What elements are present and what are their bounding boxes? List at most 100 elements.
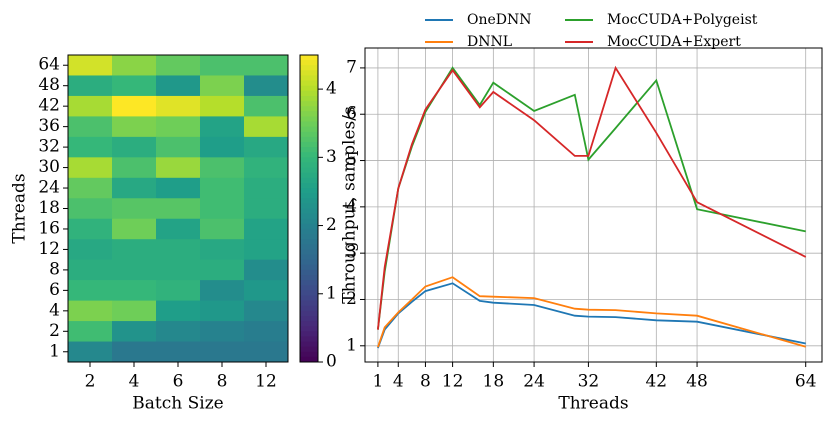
colorbar-strip <box>300 341 318 348</box>
colorbar-strip <box>300 223 318 230</box>
colorbar-strip <box>300 147 318 153</box>
heat-cell <box>200 75 245 97</box>
x-tick-label: 42 <box>645 372 667 392</box>
heat-cell <box>112 280 157 302</box>
line-series <box>377 282 806 349</box>
heat-cell <box>156 239 201 261</box>
heat-cell <box>68 55 113 76</box>
colorbar-strip <box>300 55 318 61</box>
heat-cell <box>112 75 157 97</box>
x-tick-label: 1 <box>372 372 383 392</box>
heat-cell <box>112 300 157 322</box>
y-axis-label: Threads <box>10 173 30 243</box>
colorbar-strip <box>300 85 318 92</box>
colorbar-strip <box>300 356 318 363</box>
colorbar-strip <box>300 336 318 343</box>
y-tick-label: 4 <box>346 196 357 216</box>
heat-cell <box>112 55 157 76</box>
y-tick-label: 8 <box>49 259 60 279</box>
heat-cell <box>244 198 289 220</box>
x-axis-label: Threads <box>558 394 628 414</box>
heat-cell <box>156 116 201 138</box>
x-tick-label: 18 <box>483 372 505 392</box>
heat-cell <box>68 116 113 138</box>
heat-cell <box>244 75 289 97</box>
colorbar-strip <box>300 228 318 235</box>
heat-cell <box>244 321 289 343</box>
legend-label: MocCUDA+Expert <box>607 34 741 50</box>
x-tick-label: 4 <box>129 372 140 392</box>
y-tick-label: 32 <box>38 137 60 157</box>
colorbar-strip <box>300 239 318 245</box>
heat-cell <box>200 239 245 261</box>
colorbar-strip <box>300 80 318 87</box>
heat-cell <box>200 157 245 179</box>
colorbar-tick-label: 4 <box>326 79 337 99</box>
heat-cell <box>200 341 245 363</box>
heat-cell <box>244 280 289 302</box>
colorbar-strip <box>300 275 318 281</box>
heat-cell <box>68 239 113 261</box>
heat-cell <box>156 136 201 158</box>
colorbar-strip <box>300 90 318 97</box>
colorbar-strip <box>300 331 318 337</box>
y-tick-label: 2 <box>49 321 60 341</box>
x-tick-label: 48 <box>686 372 708 392</box>
colorbar-strip <box>300 198 318 204</box>
colorbar-strip <box>300 152 318 158</box>
y-tick-label: 3 <box>346 243 357 263</box>
y-tick-label: 6 <box>346 104 357 124</box>
colorbar-strip <box>300 280 318 286</box>
colorbar-strip <box>300 116 318 123</box>
colorbar-strip <box>300 290 318 296</box>
heat-cell <box>112 116 157 138</box>
colorbar-strip <box>300 177 318 184</box>
heat-cell <box>68 321 113 343</box>
y-tick-label: 48 <box>38 75 60 95</box>
x-tick-label: 64 <box>795 372 817 392</box>
colorbar-strip <box>300 346 318 353</box>
heat-cell <box>244 95 289 117</box>
heat-cell <box>68 198 113 220</box>
heat-cell <box>156 218 201 240</box>
colorbar-strip <box>300 264 318 271</box>
heat-cell <box>156 95 201 117</box>
colorbar-strip <box>300 321 318 327</box>
colorbar-strip <box>300 315 318 322</box>
heat-cell <box>200 116 245 138</box>
line-series <box>377 66 806 330</box>
heat-cell <box>68 341 113 363</box>
colorbar-tick-label: 2 <box>326 215 337 235</box>
heat-cell <box>244 300 289 322</box>
heat-cell <box>112 198 157 220</box>
heat-cell <box>200 218 245 240</box>
colorbar-strip <box>300 60 318 66</box>
y-tick-label: 42 <box>38 96 60 116</box>
y-tick-label: 12 <box>38 239 60 259</box>
colorbar-strip <box>300 188 318 194</box>
heat-cell <box>200 136 245 158</box>
colorbar-strip <box>300 305 318 312</box>
heat-cell <box>68 157 113 179</box>
x-tick-label: 2 <box>85 372 96 392</box>
heat-cell <box>156 300 201 322</box>
colorbar-strip <box>300 351 318 358</box>
heat-cell <box>156 259 201 281</box>
y-tick-label: 1 <box>346 335 357 355</box>
heat-cell <box>156 75 201 97</box>
heat-cell <box>244 177 289 199</box>
colorbar-strip <box>300 141 318 148</box>
x-tick-label: 6 <box>173 372 184 392</box>
heat-cell <box>200 321 245 343</box>
heat-cell <box>112 95 157 117</box>
heat-cell <box>244 157 289 179</box>
heat-cell <box>200 55 245 76</box>
colorbar-strip <box>300 182 318 189</box>
plot-frame <box>67 54 289 363</box>
heat-cell <box>244 341 289 363</box>
colorbar-strip <box>300 244 318 250</box>
heat-cell <box>68 136 113 158</box>
y-tick-label: 18 <box>38 198 60 218</box>
colorbar-strip <box>300 218 318 225</box>
colorbar-strip <box>300 65 318 71</box>
